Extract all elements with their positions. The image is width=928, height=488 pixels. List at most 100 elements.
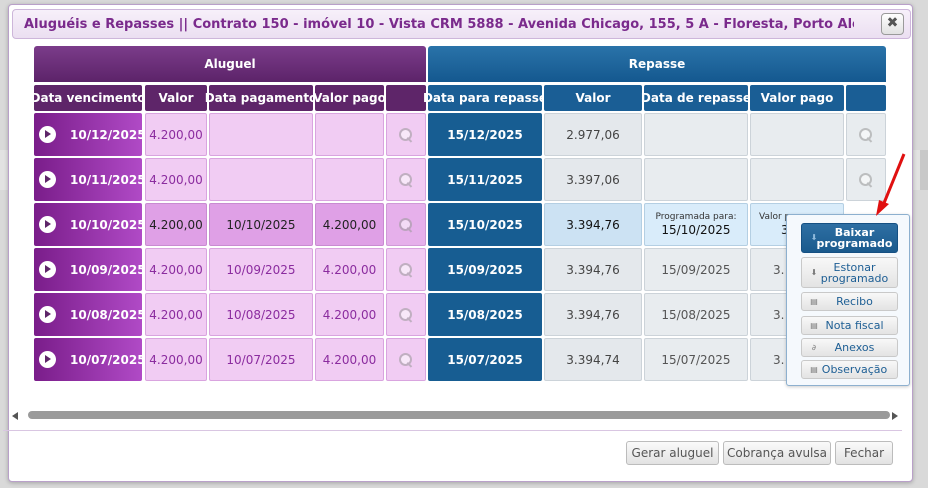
col-header-aluguel-1[interactable]: Valor (145, 85, 207, 111)
col-header-aluguel-3[interactable]: Valor pago (313, 85, 386, 111)
row-data-pagamento-cell: 10/09/2025 (209, 248, 313, 291)
row-aluguel-zoom-button[interactable] (386, 248, 426, 291)
horizontal-scrollbar[interactable] (8, 409, 898, 423)
row-valor-repasse-cell: 3.394,76 (544, 203, 642, 246)
menu-item-recibo[interactable]: ▤ Recibo (801, 292, 898, 311)
zoom-icon (398, 352, 414, 368)
row-data-de-repasse-cell: 15/08/2025 (644, 293, 748, 336)
dialog-title: Aluguéis e Repasses || Contrato 150 - im… (24, 17, 854, 32)
row-actions-menu: ⬇ Baixar programado ⬇ Estonar programado ▤ Re… (786, 214, 910, 386)
scroll-left-icon[interactable] (12, 412, 18, 420)
printer-icon: ▤ (810, 364, 818, 374)
row-aluguel-zoom-button[interactable] (386, 293, 426, 336)
menu-item-estonar-programado[interactable]: ⬇ Estonar programado (801, 257, 898, 288)
row-aluguel-zoom-button[interactable] (386, 158, 426, 201)
row-valor-pago-cell: 4.200,00 (315, 338, 384, 381)
row-vencimento-cell[interactable]: 10/08/2025 (34, 293, 146, 336)
row-vencimento-cell[interactable]: 10/12/2025 (34, 113, 146, 156)
footer-divider (3, 430, 902, 431)
scroll-right-icon[interactable] (892, 412, 898, 420)
group-header-repasse: Repasse (428, 46, 886, 82)
red-pointer-arrow (876, 153, 906, 216)
scrollbar-thumb[interactable] (28, 411, 890, 419)
row-valor-pago-repasse-cell (750, 113, 844, 156)
row-data-para-repasse-cell[interactable]: 15/07/2025 (428, 338, 542, 381)
menu-item-nota-fiscal[interactable]: ▤ Nota fiscal (801, 316, 898, 335)
vencimento-date: 10/10/2025 (70, 217, 146, 232)
row-data-pagamento-cell: 10/08/2025 (209, 293, 313, 336)
row-data-pagamento-cell (209, 113, 313, 156)
zoom-icon (398, 127, 414, 143)
row-valor-repasse-cell: 3.397,06 (544, 158, 642, 201)
gerar-aluguel-button[interactable]: Gerar aluguel (626, 441, 719, 465)
valor-programado-label: Valor p (759, 212, 791, 222)
vencimento-date: 10/09/2025 (70, 262, 146, 277)
menu-item-label: Anexos (834, 341, 875, 354)
row-valor-pago-cell (315, 158, 384, 201)
row-valor-repasse-cell: 3.394,76 (544, 293, 642, 336)
row-repasse-zoom-button[interactable] (846, 113, 886, 156)
row-valor-cell: 4.200,00 (145, 158, 207, 201)
expand-row-icon[interactable] (39, 351, 56, 368)
menu-item-anexos[interactable]: ∂ Anexos (801, 338, 898, 357)
expand-row-icon[interactable] (39, 171, 56, 188)
row-data-pagamento-cell: 10/07/2025 (209, 338, 313, 381)
menu-item-observa-o[interactable]: ▤ Observação (801, 360, 898, 379)
menu-item-label: Estonar programado (820, 260, 889, 285)
row-aluguel-zoom-button[interactable] (386, 113, 426, 156)
vencimento-date: 10/11/2025 (70, 172, 146, 187)
row-vencimento-cell[interactable]: 10/11/2025 (34, 158, 146, 201)
zoom-icon (398, 307, 414, 323)
cobranca-avulsa-button[interactable]: Cobrança avulsa (723, 441, 831, 465)
row-data-de-repasse-cell: 15/07/2025 (644, 338, 748, 381)
row-aluguel-zoom-button[interactable] (386, 338, 426, 381)
printer-icon: ▤ (810, 320, 818, 330)
col-header-repasse-3[interactable]: Valor pago (750, 85, 844, 111)
expand-row-icon[interactable] (39, 126, 56, 143)
download-icon: ⬇ (810, 267, 818, 277)
col-header-repasse-4[interactable] (846, 85, 886, 111)
row-data-de-repasse-cell (644, 113, 748, 156)
col-header-repasse-0[interactable]: Data para repasse (423, 85, 547, 111)
zoom-icon (398, 262, 414, 278)
row-vencimento-cell[interactable]: 10/07/2025 (34, 338, 146, 381)
download-icon: ⬇ (810, 233, 818, 242)
col-header-aluguel-2[interactable]: Data pagamento (205, 85, 317, 111)
expand-row-icon[interactable] (39, 261, 56, 278)
background-page-edge (920, 150, 928, 190)
menu-item-label: Recibo (836, 295, 873, 308)
menu-item-baixar-programado[interactable]: ⬇ Baixar programado (801, 223, 898, 253)
row-valor-repasse-cell: 2.977,06 (544, 113, 642, 156)
fechar-button[interactable]: Fechar (835, 441, 893, 465)
expand-row-icon[interactable] (39, 306, 56, 323)
printer-icon: ▤ (810, 296, 818, 306)
row-vencimento-cell[interactable]: 10/10/2025 (34, 203, 146, 246)
row-data-de-repasse-cell: Programada para: 15/10/2025 (644, 203, 748, 246)
expand-row-icon[interactable] (39, 216, 56, 233)
paperclip-icon: ∂ (811, 342, 817, 352)
row-valor-cell: 4.200,00 (145, 293, 207, 336)
row-vencimento-cell[interactable]: 10/09/2025 (34, 248, 146, 291)
col-header-repasse-1[interactable]: Valor (544, 85, 642, 111)
menu-item-label: Baixar programado (816, 226, 893, 250)
row-valor-pago-cell: 4.200,00 (315, 248, 384, 291)
zoom-icon (858, 127, 874, 143)
row-data-para-repasse-cell[interactable]: 15/08/2025 (428, 293, 542, 336)
row-repasse-zoom-button[interactable] (846, 158, 886, 201)
row-valor-cell: 4.200,00 (145, 113, 207, 156)
zoom-icon (398, 217, 414, 233)
row-data-para-repasse-cell[interactable]: 15/10/2025 (428, 203, 542, 246)
col-header-repasse-2[interactable]: Data de repasse (641, 85, 751, 111)
row-data-para-repasse-cell[interactable]: 15/09/2025 (428, 248, 542, 291)
row-data-para-repasse-cell[interactable]: 15/12/2025 (428, 113, 542, 156)
row-data-de-repasse-cell: 15/09/2025 (644, 248, 748, 291)
row-data-para-repasse-cell[interactable]: 15/11/2025 (428, 158, 542, 201)
row-valor-pago-repasse-cell (750, 158, 844, 201)
row-data-pagamento-cell (209, 158, 313, 201)
group-header-aluguel: Aluguel (34, 46, 426, 82)
close-button[interactable]: ✖ (881, 13, 904, 35)
row-valor-cell: 4.200,00 (145, 203, 207, 246)
col-header-aluguel-4[interactable] (386, 85, 426, 111)
row-aluguel-zoom-button[interactable] (386, 203, 426, 246)
col-header-aluguel-0[interactable]: Data vencimento (31, 85, 145, 111)
